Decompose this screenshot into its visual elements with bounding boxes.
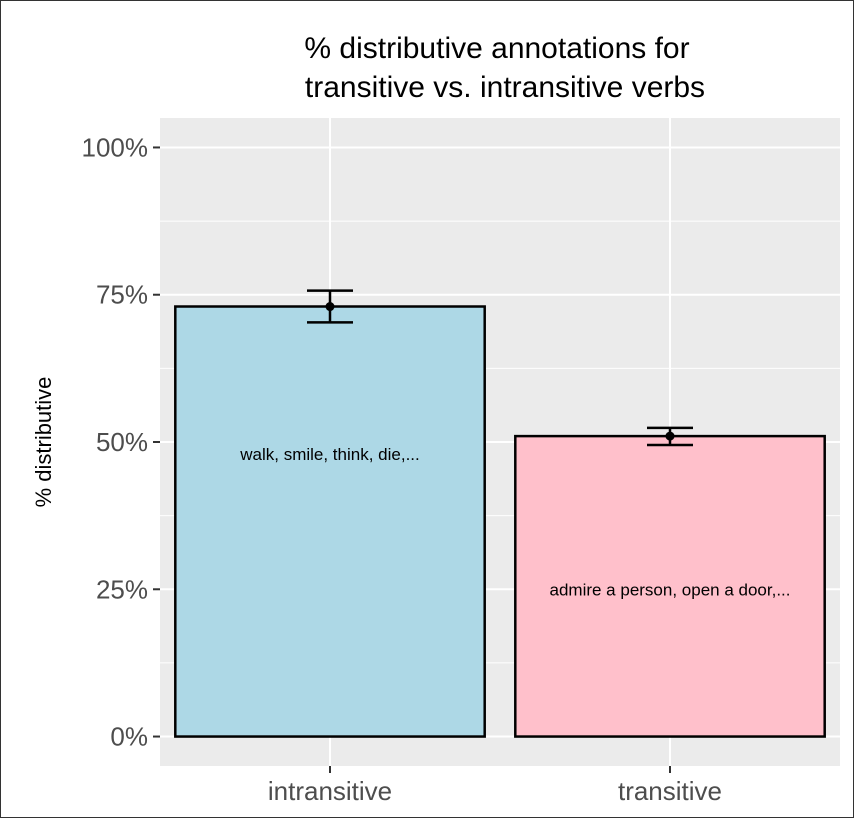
x-tick-label: intransitive — [268, 776, 392, 806]
y-axis: 0% 25% 50% 75% 100% — [82, 132, 160, 752]
bar-annotation-intransitive: walk, smile, think, die,... — [239, 445, 420, 464]
chart-title-line-1: % distributive annotations for — [304, 32, 689, 65]
mean-point — [325, 302, 335, 312]
bar-annotation-transitive: admire a person, open a door,... — [550, 580, 791, 599]
bar-intransitive — [174, 305, 486, 738]
x-tick-label: transitive — [618, 776, 722, 806]
y-tick-label: 50% — [96, 427, 148, 457]
error-bar-transitive — [647, 426, 693, 447]
y-tick-label: 100% — [82, 132, 149, 162]
y-tick-label: 25% — [96, 574, 148, 604]
y-tick-label: 0% — [110, 722, 148, 752]
bars — [174, 305, 826, 738]
bar-annotations: walk, smile, think, die,... admire a pers… — [239, 445, 790, 599]
error-bars — [307, 289, 693, 447]
y-tick-label: 75% — [96, 280, 148, 310]
error-bar-intransitive — [307, 289, 353, 324]
bar-transitive — [514, 434, 826, 738]
y-axis-label: % distributive — [31, 377, 56, 508]
chart-title: % distributive annotations for transitiv… — [304, 32, 705, 104]
mean-point — [665, 431, 675, 441]
x-axis: intransitive transitive — [268, 766, 722, 806]
chart-title-line-2: transitive vs. intransitive verbs — [305, 71, 705, 104]
